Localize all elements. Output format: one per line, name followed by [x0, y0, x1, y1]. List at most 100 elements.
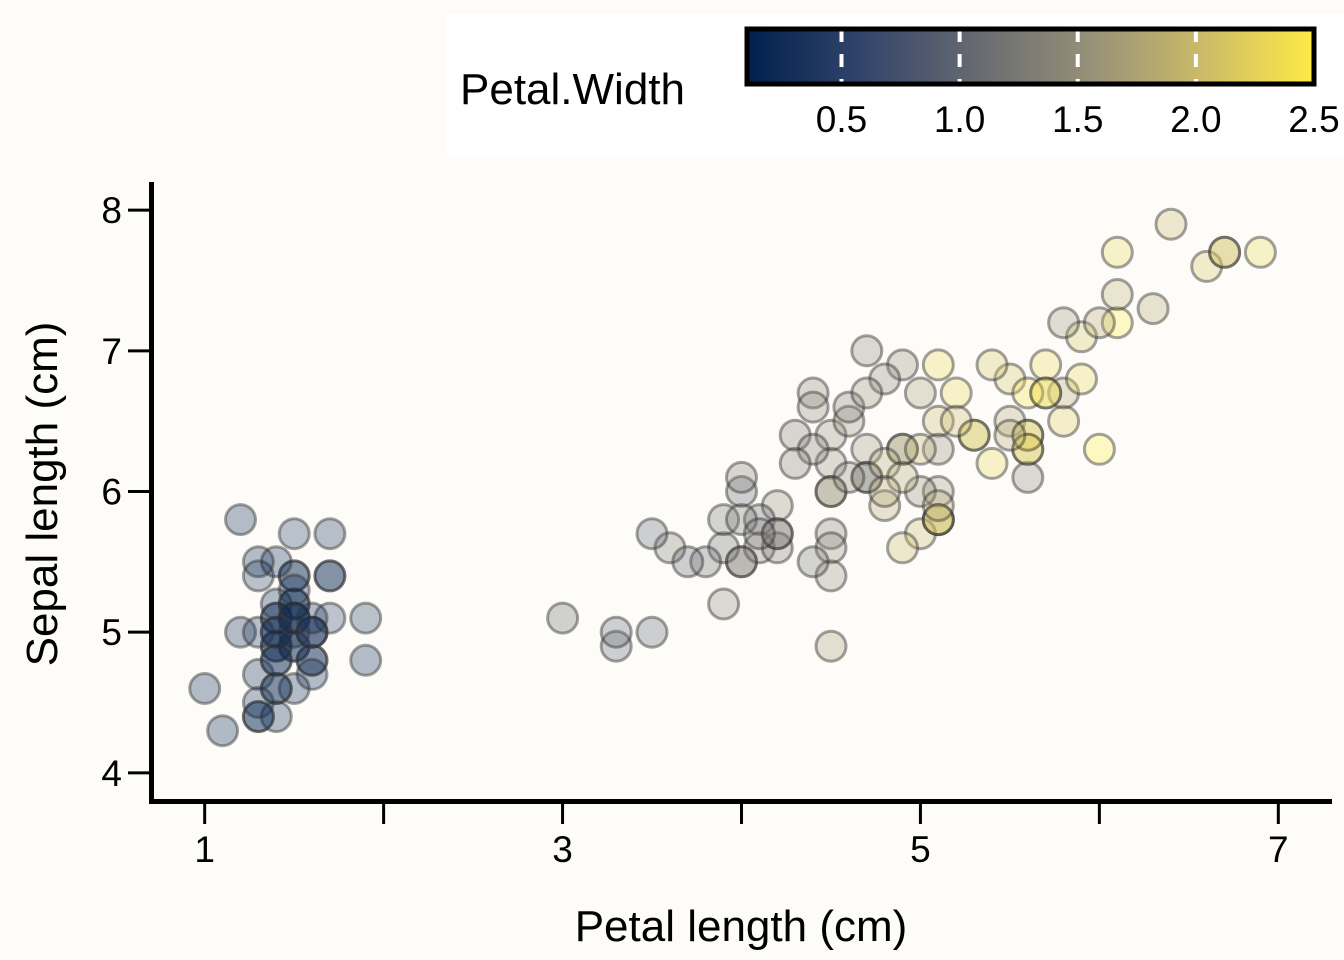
data-point [814, 559, 848, 593]
data-point [188, 672, 222, 705]
data-point [742, 503, 776, 537]
data-point [689, 545, 723, 579]
data-point [259, 545, 293, 579]
data-point [1011, 460, 1045, 494]
data-point [707, 503, 741, 537]
data-point [1208, 235, 1242, 269]
data-points [188, 207, 1277, 748]
data-point [903, 432, 937, 466]
data-point [868, 362, 902, 396]
data-point [295, 615, 329, 649]
x-tick-label: 5 [910, 829, 931, 870]
data-point [993, 404, 1027, 438]
data-point [259, 601, 293, 635]
data-point [241, 686, 275, 719]
data-point [277, 573, 311, 607]
data-point [241, 545, 275, 579]
data-point [277, 601, 311, 635]
data-point [850, 376, 884, 410]
data-point [635, 517, 669, 551]
data-point [814, 475, 848, 508]
data-point [1011, 432, 1045, 466]
data-point [796, 390, 830, 424]
data-point [921, 503, 955, 537]
y-axis-title: Sepal length (cm) [18, 322, 67, 667]
data-point [1136, 292, 1170, 326]
data-point [241, 559, 275, 593]
data-point [1047, 376, 1081, 410]
data-point [832, 404, 866, 438]
data-point [1047, 404, 1081, 438]
data-point [921, 503, 955, 537]
data-point [832, 390, 866, 424]
colorbar-frame [744, 26, 1317, 87]
data-point [259, 700, 293, 734]
data-point [921, 475, 955, 508]
data-point [975, 446, 1009, 480]
colorbar-tick-label: 1.0 [934, 99, 985, 140]
data-point [277, 517, 311, 551]
data-point [760, 517, 794, 551]
data-point [241, 700, 275, 734]
data-point [975, 348, 1009, 382]
colorbar-tick-labels: 0.5 1.0 1.5 2.0 2.5 [816, 99, 1340, 140]
data-point [832, 460, 866, 494]
data-point [259, 672, 293, 705]
data-point [241, 615, 275, 649]
y-tick-label: 7 [101, 331, 122, 372]
x-tick-label: 1 [194, 829, 215, 870]
data-point [206, 714, 240, 748]
data-point [957, 418, 991, 452]
data-point [313, 517, 347, 551]
data-point [653, 531, 687, 565]
data-point [599, 615, 633, 649]
colorbar-legend: Petal.Width 0.5 1.0 1.5 2.0 2.5 [446, 14, 1344, 156]
data-point [886, 531, 919, 565]
data-point [850, 460, 884, 494]
data-point [349, 601, 383, 635]
data-point [295, 615, 329, 649]
data-point [725, 460, 758, 494]
data-point [1082, 306, 1116, 340]
data-point [850, 432, 884, 466]
data-point [277, 601, 311, 635]
data-point [796, 545, 830, 579]
data-point [277, 601, 311, 635]
data-point [1065, 320, 1098, 354]
y-tick-label: 6 [101, 472, 122, 513]
colorbar-tick-label: 1.5 [1052, 99, 1103, 140]
data-point [277, 615, 311, 649]
data-point [725, 475, 758, 508]
data-point [903, 376, 937, 410]
data-point [313, 601, 347, 635]
data-point [259, 643, 293, 677]
y-tick-label: 4 [101, 753, 122, 794]
data-point [1190, 249, 1224, 283]
colorbar-tick-label: 2.5 [1288, 99, 1339, 140]
x-tick-label: 7 [1268, 829, 1289, 870]
data-point [1011, 376, 1045, 410]
data-point [295, 643, 329, 677]
data-point [1082, 432, 1116, 466]
colorbar-tick-label: 2.0 [1170, 99, 1221, 140]
data-point [921, 348, 955, 382]
data-point [760, 489, 794, 523]
data-point [742, 517, 776, 551]
data-point [921, 404, 955, 438]
data-point [903, 475, 937, 508]
data-point [259, 615, 293, 649]
data-point [814, 418, 848, 452]
data-point [259, 615, 293, 649]
data-point [868, 446, 902, 480]
data-point [850, 334, 884, 368]
data-point [957, 418, 991, 452]
data-point [1047, 306, 1081, 340]
x-tick-label: 3 [552, 829, 573, 870]
data-point [1011, 432, 1045, 466]
legend-title: Petal.Width [460, 65, 685, 114]
data-point [903, 517, 937, 551]
data-point [277, 672, 311, 705]
data-point [939, 376, 973, 410]
data-point [886, 348, 919, 382]
